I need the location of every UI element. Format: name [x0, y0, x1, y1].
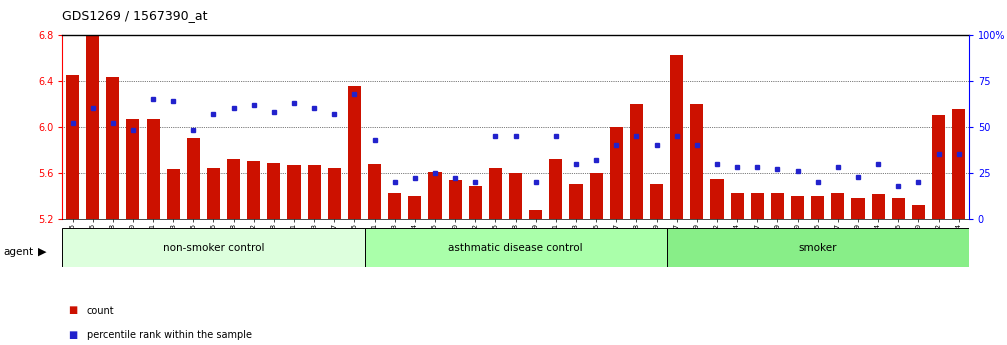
Bar: [307, 165, 320, 219]
Text: agent: agent: [3, 247, 33, 257]
FancyBboxPatch shape: [62, 228, 365, 267]
Bar: [328, 168, 340, 219]
Bar: [227, 159, 240, 219]
Bar: [86, 34, 99, 219]
Bar: [589, 173, 602, 219]
Bar: [126, 119, 139, 219]
Bar: [931, 115, 945, 219]
Bar: [770, 193, 783, 219]
Bar: [369, 164, 381, 219]
Bar: [448, 180, 461, 219]
Bar: [730, 193, 743, 219]
Text: ▶: ▶: [38, 247, 46, 257]
Bar: [891, 198, 904, 219]
Bar: [851, 198, 864, 219]
Bar: [691, 104, 703, 219]
Bar: [288, 165, 300, 219]
Text: GDS1269 / 1567390_at: GDS1269 / 1567390_at: [62, 9, 207, 22]
Bar: [166, 169, 179, 219]
Text: non-smoker control: non-smoker control: [163, 243, 264, 253]
Text: percentile rank within the sample: percentile rank within the sample: [87, 330, 252, 339]
Text: count: count: [87, 306, 114, 315]
Bar: [831, 193, 844, 219]
Text: ■: ■: [68, 330, 78, 339]
FancyBboxPatch shape: [667, 228, 969, 267]
Text: smoker: smoker: [799, 243, 837, 253]
Bar: [630, 104, 642, 219]
Bar: [65, 75, 79, 219]
Bar: [247, 161, 260, 219]
Bar: [871, 194, 884, 219]
Bar: [146, 119, 159, 219]
Bar: [348, 86, 361, 219]
Bar: [710, 179, 723, 219]
Text: ■: ■: [68, 306, 78, 315]
Bar: [106, 77, 119, 219]
Bar: [569, 185, 582, 219]
Bar: [550, 159, 562, 219]
Bar: [488, 168, 501, 219]
Bar: [911, 205, 924, 219]
Bar: [650, 185, 663, 219]
Bar: [408, 196, 421, 219]
Text: asthmatic disease control: asthmatic disease control: [448, 243, 583, 253]
Bar: [187, 138, 199, 219]
Bar: [206, 168, 220, 219]
Bar: [428, 172, 441, 219]
Bar: [388, 193, 401, 219]
Bar: [468, 186, 481, 219]
FancyBboxPatch shape: [365, 228, 667, 267]
Bar: [670, 55, 683, 219]
Bar: [790, 196, 804, 219]
Bar: [509, 173, 522, 219]
Bar: [609, 127, 622, 219]
Bar: [811, 196, 824, 219]
Bar: [750, 193, 763, 219]
Bar: [530, 210, 542, 219]
Bar: [952, 109, 965, 219]
Bar: [267, 162, 280, 219]
